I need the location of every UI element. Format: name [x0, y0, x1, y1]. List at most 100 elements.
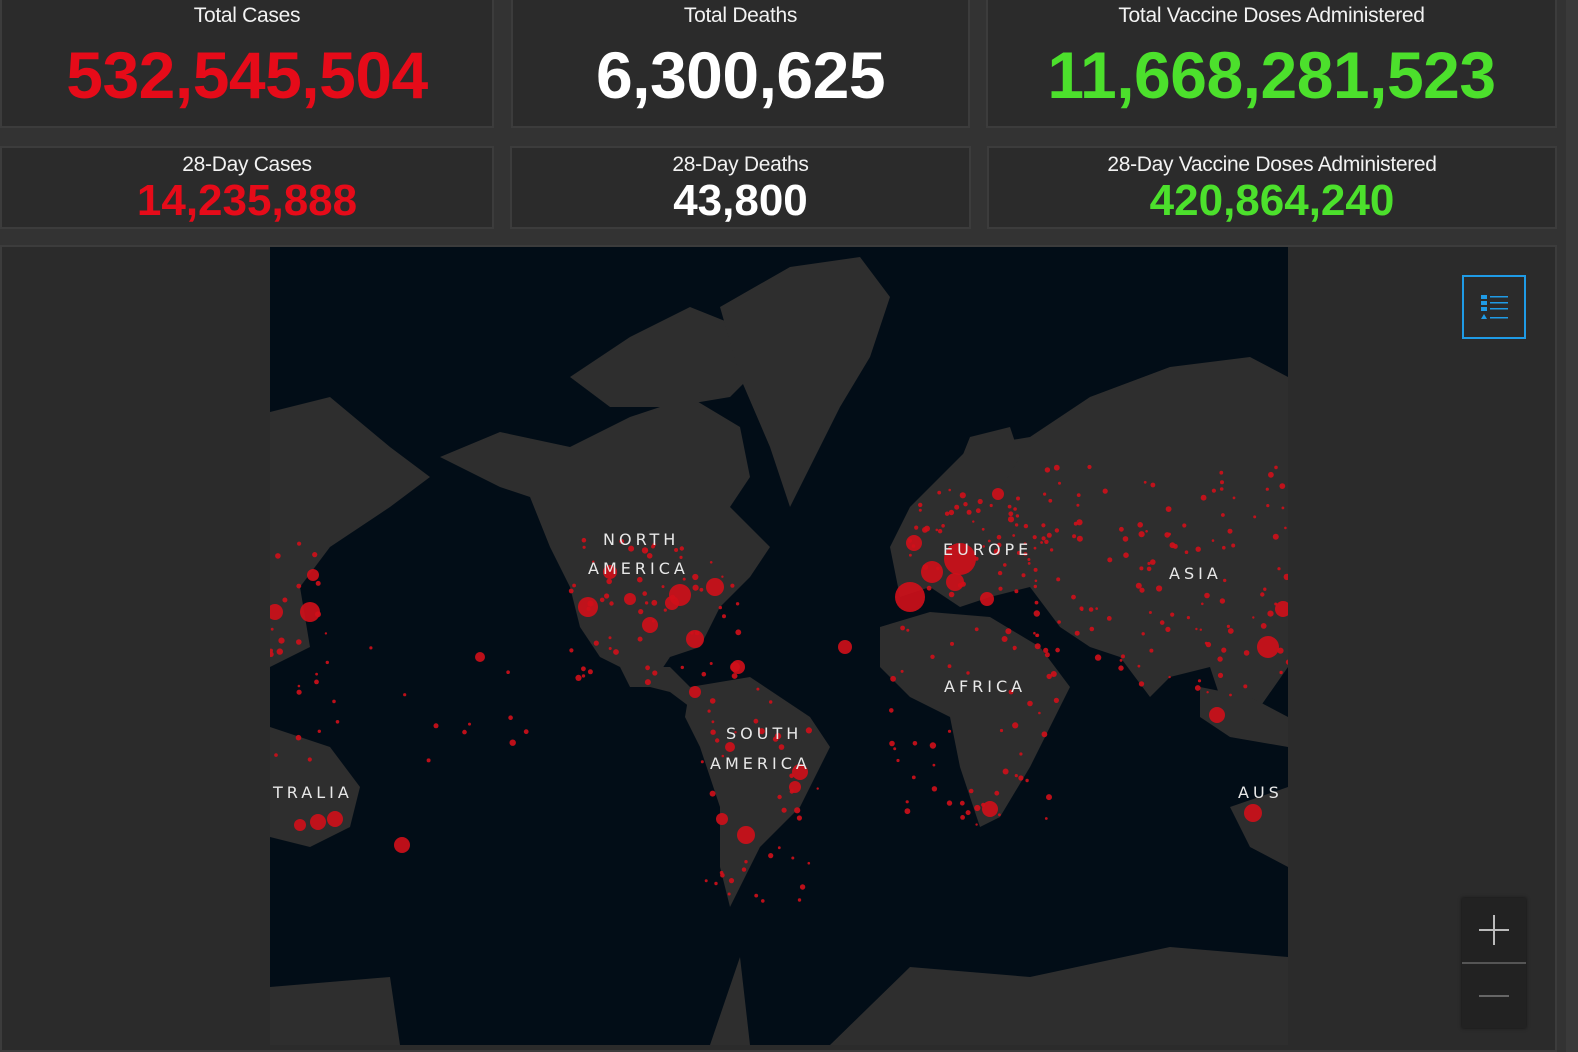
case-marker[interactable]	[310, 814, 326, 830]
case-marker[interactable]	[1169, 542, 1176, 549]
case-marker[interactable]	[426, 758, 431, 763]
case-marker[interactable]	[718, 605, 722, 610]
case-marker[interactable]	[1244, 804, 1262, 822]
case-marker[interactable]	[936, 566, 940, 571]
case-marker[interactable]	[1094, 654, 1102, 661]
case-marker[interactable]	[948, 488, 951, 492]
case-marker[interactable]	[307, 757, 312, 762]
case-marker[interactable]	[974, 627, 979, 632]
case-marker[interactable]	[1168, 675, 1171, 679]
case-marker[interactable]	[734, 731, 737, 734]
case-marker[interactable]	[959, 492, 966, 499]
case-marker[interactable]	[722, 614, 726, 619]
case-marker[interactable]	[1014, 589, 1019, 594]
case-marker[interactable]	[1147, 561, 1151, 566]
case-marker[interactable]	[997, 570, 1003, 576]
case-marker[interactable]	[1219, 470, 1224, 475]
case-marker[interactable]	[682, 577, 686, 581]
case-marker[interactable]	[1054, 528, 1060, 533]
case-marker[interactable]	[692, 584, 699, 591]
case-marker[interactable]	[606, 578, 612, 585]
case-marker[interactable]	[816, 787, 819, 790]
case-marker[interactable]	[394, 837, 410, 853]
case-marker[interactable]	[1195, 546, 1201, 552]
case-marker[interactable]	[1102, 488, 1108, 494]
case-marker[interactable]	[586, 606, 591, 611]
case-marker[interactable]	[1200, 494, 1207, 501]
case-marker[interactable]	[315, 580, 321, 586]
case-marker[interactable]	[996, 534, 1002, 540]
case-marker[interactable]	[637, 636, 643, 642]
case-marker[interactable]	[638, 609, 644, 615]
case-marker[interactable]	[1038, 711, 1041, 715]
case-marker[interactable]	[963, 502, 968, 507]
case-marker[interactable]	[1143, 480, 1147, 484]
case-marker[interactable]	[1145, 530, 1148, 533]
case-marker[interactable]	[1119, 526, 1124, 532]
case-marker[interactable]	[1227, 628, 1234, 634]
case-marker[interactable]	[624, 593, 636, 605]
case-marker[interactable]	[692, 573, 699, 581]
case-marker[interactable]	[1089, 626, 1095, 632]
case-marker[interactable]	[1002, 768, 1009, 775]
case-marker[interactable]	[1032, 535, 1037, 540]
case-marker[interactable]	[1217, 656, 1223, 662]
case-marker[interactable]	[937, 490, 942, 495]
case-marker[interactable]	[714, 881, 718, 886]
case-marker[interactable]	[651, 544, 655, 549]
case-marker[interactable]	[1135, 582, 1142, 589]
case-marker[interactable]	[975, 823, 978, 826]
case-marker[interactable]	[975, 508, 981, 514]
case-marker[interactable]	[1184, 550, 1189, 554]
case-marker[interactable]	[317, 729, 321, 733]
case-marker[interactable]	[300, 602, 320, 622]
case-marker[interactable]	[506, 670, 510, 674]
case-marker[interactable]	[896, 758, 900, 763]
case-marker[interactable]	[797, 898, 802, 902]
case-marker[interactable]	[735, 629, 742, 636]
case-marker[interactable]	[1071, 594, 1076, 600]
case-marker[interactable]	[1211, 488, 1216, 493]
case-marker[interactable]	[911, 544, 916, 548]
case-marker[interactable]	[1159, 620, 1165, 625]
case-marker[interactable]	[1013, 507, 1017, 511]
case-marker[interactable]	[1003, 563, 1007, 567]
case-marker[interactable]	[1034, 643, 1041, 650]
case-marker[interactable]	[792, 764, 808, 780]
case-marker[interactable]	[644, 601, 649, 605]
case-marker[interactable]	[805, 727, 813, 734]
case-marker[interactable]	[974, 556, 979, 561]
case-marker[interactable]	[948, 509, 955, 516]
case-marker[interactable]	[781, 807, 787, 813]
case-marker[interactable]	[581, 666, 586, 672]
case-marker[interactable]	[680, 665, 684, 670]
case-marker[interactable]	[727, 892, 731, 896]
case-marker[interactable]	[900, 669, 904, 673]
case-marker[interactable]	[694, 630, 700, 636]
case-marker[interactable]	[1263, 587, 1267, 591]
case-marker[interactable]	[312, 552, 318, 558]
case-marker[interactable]	[965, 810, 971, 816]
case-marker[interactable]	[1044, 467, 1051, 473]
case-marker[interactable]	[523, 729, 529, 735]
case-marker[interactable]	[1048, 498, 1053, 503]
scrollbar[interactable]	[1566, 0, 1578, 1052]
case-marker[interactable]	[1106, 616, 1112, 621]
case-marker[interactable]	[1080, 608, 1084, 611]
case-marker[interactable]	[941, 524, 945, 528]
case-marker[interactable]	[508, 715, 513, 720]
case-marker[interactable]	[295, 734, 302, 741]
case-marker[interactable]	[794, 807, 801, 814]
case-marker[interactable]	[987, 539, 991, 543]
case-marker[interactable]	[725, 742, 735, 752]
case-marker[interactable]	[924, 525, 930, 532]
case-marker[interactable]	[462, 729, 467, 735]
case-marker[interactable]	[1232, 496, 1236, 500]
case-marker[interactable]	[314, 679, 319, 685]
case-marker[interactable]	[296, 583, 302, 589]
case-marker[interactable]	[1231, 543, 1236, 548]
case-marker[interactable]	[325, 660, 329, 665]
case-marker[interactable]	[1277, 647, 1284, 654]
case-marker[interactable]	[1033, 567, 1038, 572]
case-marker[interactable]	[704, 879, 708, 883]
